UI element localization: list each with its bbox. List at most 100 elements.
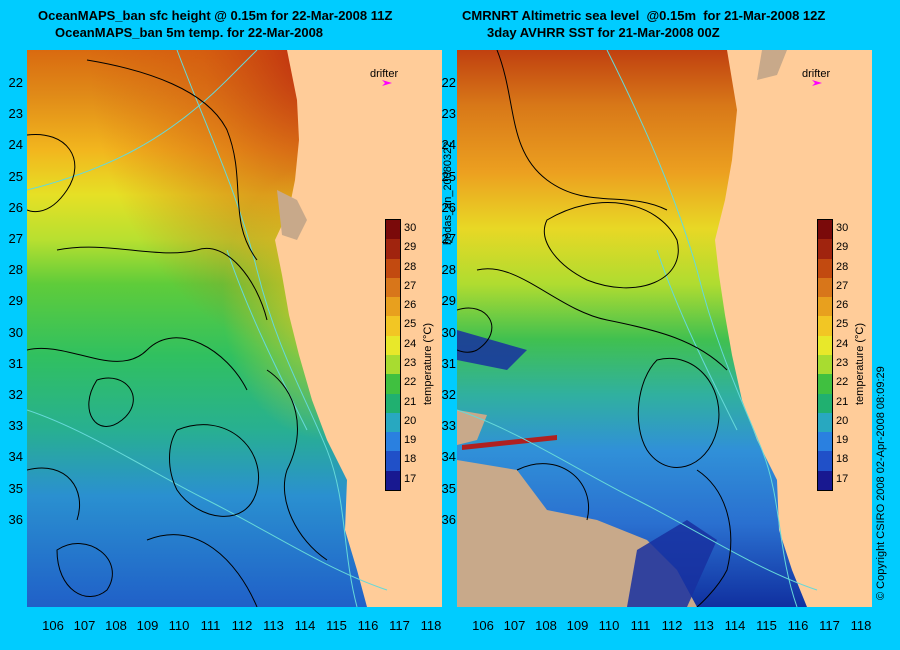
left-title-line2: OceanMAPS_ban 5m temp. for 22-Mar-2008	[55, 25, 324, 40]
colorbar-right-tick-label: 19	[836, 434, 849, 447]
right-title-line1: CMRNRT Altimetric sea level @0.15m for 2…	[462, 8, 826, 23]
longitude-tick-label: 112	[231, 618, 253, 633]
colorbar-right-swatch	[818, 258, 832, 279]
colorbar-left-swatch	[386, 355, 400, 375]
colorbar-right-swatch	[818, 239, 832, 260]
latitude-tick-label: 26	[8, 199, 23, 215]
colorbar-left-swatch	[386, 277, 400, 298]
colorbar-right-tick-label: 25	[836, 318, 849, 331]
colorbar-right-tick-label: 28	[836, 260, 849, 273]
longitude-tick-label: 113	[263, 618, 284, 633]
longitude-tick-label: 116	[787, 618, 809, 633]
colorbar-left-tick-label: 27	[404, 279, 417, 292]
latitude-tick-label: 23	[441, 106, 456, 122]
longitude-tick-label: 109	[566, 618, 589, 633]
latitude-tick-label: 22	[441, 75, 456, 90]
latitude-tick-label: 36	[441, 511, 456, 527]
colorbar-left-swatch	[386, 316, 400, 337]
latitude-tick-label: 24	[441, 137, 456, 153]
colorbar-right-swatch	[818, 470, 832, 491]
colorbar-left-tick-label: 17	[404, 472, 417, 485]
longitude-tick-label: 106	[42, 618, 64, 633]
colorbar-left-swatch	[386, 470, 400, 491]
left-title-line1: OceanMAPS_ban sfc height @ 0.15m for 22-…	[38, 8, 393, 23]
drifter-marker	[812, 80, 822, 86]
colorbar-left-tick-label: 21	[404, 395, 417, 408]
colorbar-right-tick-label: 22	[836, 376, 849, 389]
land-patch	[757, 50, 787, 80]
colorbar-right-swatch	[818, 393, 832, 414]
latitude-tick-label: 31	[8, 355, 23, 371]
latitude-tick-label: 27	[441, 231, 456, 246]
latitude-tick-label: 28	[8, 262, 23, 278]
latitude-tick-label: 29	[441, 293, 456, 309]
colorbar-left-tick-label: 24	[404, 337, 417, 350]
latitude-tick-label: 25	[441, 168, 456, 184]
cold-streaks	[457, 330, 717, 607]
latitude-tick-label: 24	[8, 137, 23, 153]
colorbar-left-tick-label: 25	[404, 318, 417, 331]
longitude-tick-label: 115	[756, 618, 777, 633]
colorbar-left-tick-label: 29	[404, 241, 417, 254]
latitude-tick-label: 31	[441, 355, 456, 371]
latitude-tick-label: 32	[8, 387, 23, 402]
latitude-tick-label: 28	[441, 262, 456, 278]
longitude-tick-label: 116	[357, 618, 379, 633]
latitude-tick-label: 27	[8, 231, 23, 246]
colorbar-right-swatch	[818, 277, 832, 298]
colorbar-left-tick-label: 30	[404, 222, 417, 234]
longitude-tick-label: 115	[326, 618, 347, 633]
colorbar-left-swatch	[386, 451, 400, 472]
latitude-tick-label: 29	[8, 293, 23, 309]
colorbar-right-swatch	[818, 432, 832, 452]
longitude-tick-label: 109	[136, 618, 159, 633]
colorbar-left-tick-label: 18	[404, 453, 417, 466]
colorbar-right-tick-label: 30	[836, 222, 849, 234]
longitude-tick-label: 111	[200, 618, 221, 633]
latitude-tick-label: 30	[8, 324, 23, 340]
colorbar-right-tick-label: 21	[836, 395, 849, 408]
latitude-tick-label: 33	[441, 418, 456, 434]
latitude-tick-label: 32	[441, 387, 456, 402]
colorbar-right-tick-label: 24	[836, 337, 849, 350]
latitude-tick-label: 26	[441, 199, 456, 215]
colorbar-right-swatch	[818, 220, 832, 240]
run-id-label: bodas_an_20080322	[442, 141, 454, 245]
longitude-tick-label: 107	[503, 618, 526, 633]
colorbar-left-swatch	[386, 432, 400, 452]
colorbar-left-swatch	[386, 393, 400, 414]
bathymetry-lines	[27, 50, 388, 607]
colorbar-right-swatch	[818, 451, 832, 472]
latitude-tick-label: 22	[8, 75, 23, 90]
colorbar-right-swatch	[818, 297, 832, 317]
colorbar-right-tick-label: 23	[836, 357, 849, 369]
river-delta	[277, 190, 307, 240]
longitude-tick-label: 114	[294, 618, 316, 633]
colorbar-left-swatch	[386, 412, 400, 433]
drifter-label-left: drifter	[370, 68, 399, 80]
colorbar-left-frame	[385, 219, 401, 491]
longitude-tick-label: 110	[168, 618, 190, 633]
colorbar-left-swatch	[386, 374, 400, 395]
colorbar-right-tick-label: 17	[836, 472, 849, 485]
colorbar-right-tick-label: 29	[836, 241, 849, 254]
ssh-contours	[27, 59, 328, 607]
colorbar-right-tick-label: 20	[836, 414, 849, 427]
colorbar-left-swatch	[386, 220, 400, 240]
latitude-tick-label: 33	[8, 418, 23, 434]
colorbar-left-tick-label: 19	[404, 434, 417, 447]
longitude-tick-label: 113	[693, 618, 714, 633]
latitude-tick-label: 30	[441, 324, 456, 340]
sensor-artifact	[462, 435, 557, 450]
longitude-tick-label: 107	[73, 618, 96, 633]
left-map-svg	[27, 50, 442, 607]
longitude-tick-label: 114	[724, 618, 746, 633]
colorbar-left-tick-label: 23	[404, 357, 417, 369]
longitude-tick-label: 108	[535, 618, 557, 633]
colorbar-right-swatch	[818, 412, 832, 433]
colorbar-right-frame	[817, 219, 833, 491]
colorbar-right-tick-label: 27	[836, 279, 849, 292]
left-map-panel	[27, 50, 442, 607]
drifter-marker	[382, 80, 392, 86]
latitude-tick-label: 23	[8, 106, 23, 122]
